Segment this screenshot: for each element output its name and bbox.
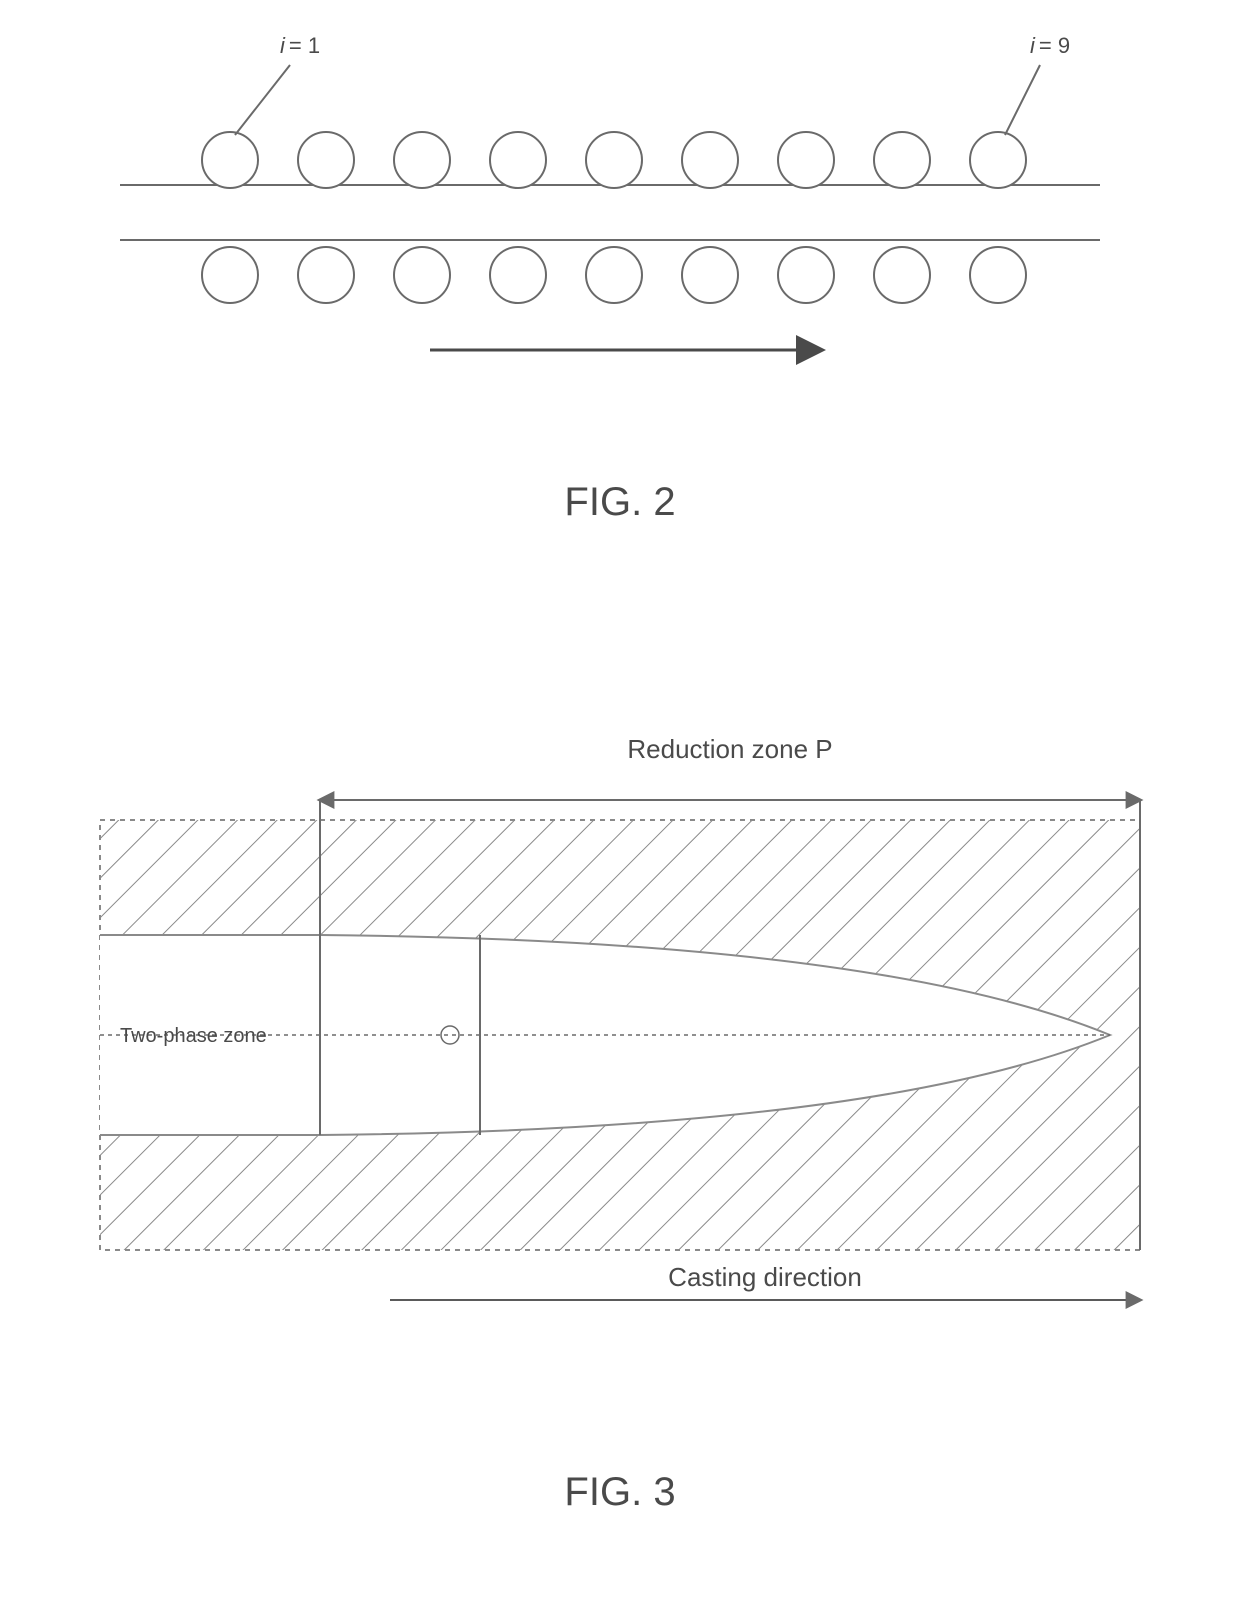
bottom-roller-2 xyxy=(298,247,354,303)
fig3-caption: FIG. 3 xyxy=(564,1470,675,1515)
top-roller-5 xyxy=(586,132,642,188)
top-roller-9 xyxy=(970,132,1026,188)
top-roller-1 xyxy=(202,132,258,188)
two-phase-label: Two-phase zone xyxy=(120,1025,267,1047)
bottom-roller-8 xyxy=(874,247,930,303)
top-roller-7 xyxy=(778,132,834,188)
bottom-roller-7 xyxy=(778,247,834,303)
top-roller-6 xyxy=(682,132,738,188)
page: i= 1 i= 9 FIG. 2 Reduction zone P Two-phas… xyxy=(0,0,1240,1617)
casting-direction-label: Casting direction xyxy=(668,1262,862,1292)
bottom-roller-9 xyxy=(970,247,1026,303)
top-roller-3 xyxy=(394,132,450,188)
fig2-caption: FIG. 2 xyxy=(564,480,675,525)
top-roller-8 xyxy=(874,132,930,188)
bottom-roller-3 xyxy=(394,247,450,303)
fig2-diagram: i= 1 i= 9 xyxy=(100,20,1140,400)
fig3-diagram: Reduction zone P Two-phase zone Casting di… xyxy=(60,680,1180,1340)
reduction-zone-label: Reduction zone P xyxy=(627,734,832,764)
top-roller-4 xyxy=(490,132,546,188)
roller-label-9: i= 9 xyxy=(1030,33,1070,58)
bottom-roller-6 xyxy=(682,247,738,303)
bottom-roller-4 xyxy=(490,247,546,303)
top-roller-2 xyxy=(298,132,354,188)
bottom-roller-5 xyxy=(586,247,642,303)
roller-label-1: i= 1 xyxy=(280,33,320,58)
bottom-roller-1 xyxy=(202,247,258,303)
